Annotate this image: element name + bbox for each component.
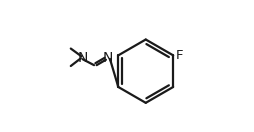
Text: N: N: [77, 51, 88, 65]
Text: N: N: [103, 51, 114, 65]
Text: F: F: [176, 49, 183, 62]
